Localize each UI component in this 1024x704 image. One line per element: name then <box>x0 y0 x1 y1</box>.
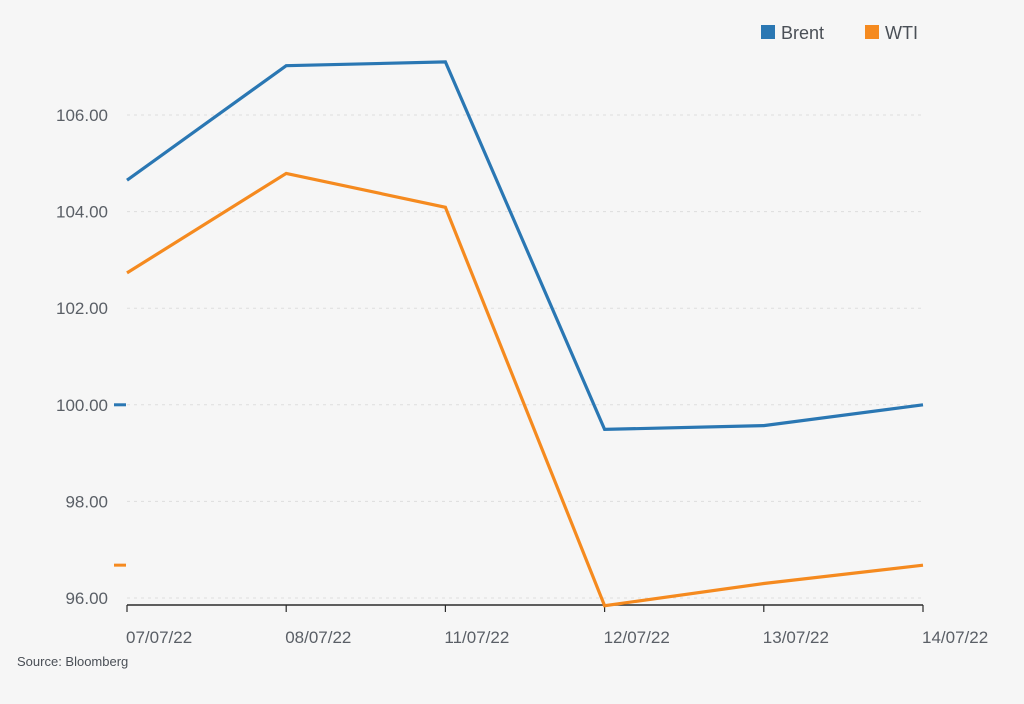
y-tick-label: 100.00 <box>56 396 108 415</box>
y-tick-label: 104.00 <box>56 203 108 222</box>
y-axis: 96.00 98.00 100.00 102.00 104.00 106.00 <box>56 106 108 608</box>
gridlines <box>127 114 923 599</box>
last-value-marks <box>114 403 126 567</box>
legend-label-brent: Brent <box>781 23 824 43</box>
legend-swatch-wti <box>865 25 879 39</box>
x-axis: 07/07/22 08/07/22 11/07/22 12/07/22 13/07/22… <box>126 605 988 647</box>
series-line-wti <box>126 171 924 608</box>
y-tick-label: 106.00 <box>56 106 108 125</box>
x-tick-label: 08/07/22 <box>285 628 351 647</box>
legend: Brent WTI <box>761 23 918 43</box>
series-group <box>126 60 924 608</box>
x-tick-label: 12/07/22 <box>604 628 670 647</box>
y-tick-label: 98.00 <box>65 492 108 511</box>
y-tick-label: 102.00 <box>56 299 108 318</box>
legend-swatch-brent <box>761 25 775 39</box>
x-tick-label: 11/07/22 <box>444 628 509 647</box>
y-tick-label: 96.00 <box>65 589 108 608</box>
legend-label-wti: WTI <box>885 23 918 43</box>
source-note: Source: Bloomberg <box>17 654 128 669</box>
series-line-brent <box>126 60 924 432</box>
x-tick-label: 13/07/22 <box>763 628 829 647</box>
x-tick-label: 14/07/22 <box>922 628 988 647</box>
x-tick-label: 07/07/22 <box>126 628 192 647</box>
